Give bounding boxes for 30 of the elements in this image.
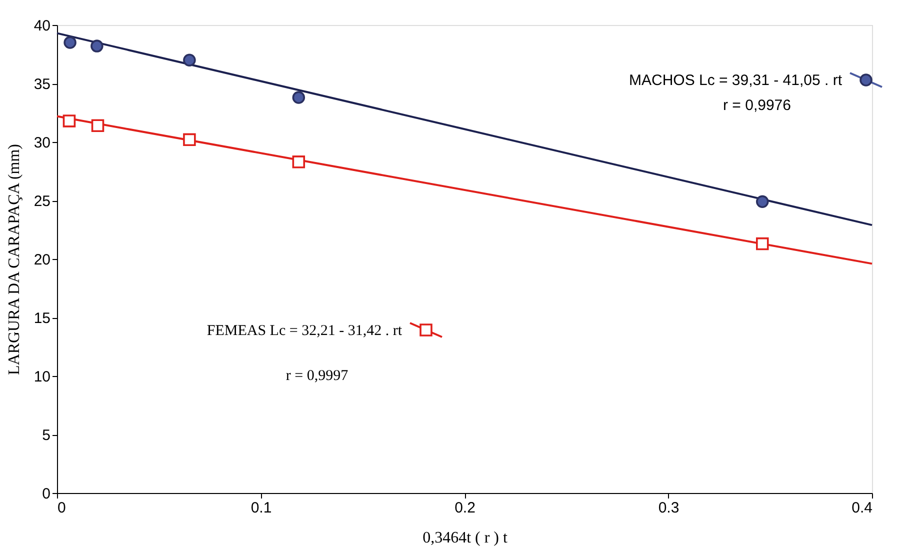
annotation: r = 0,9997 bbox=[286, 368, 349, 384]
y-tick-label: 15 bbox=[34, 310, 50, 327]
x-tick-label: 0.2 bbox=[454, 500, 476, 516]
legend-label: MACHOS Lc = 39,31 - 41,05 . rt bbox=[628, 72, 843, 89]
point bbox=[91, 119, 104, 132]
y-tick-label: 10 bbox=[34, 368, 50, 386]
y-axis-title: LARGURA DA CARAPAÇA (mm) bbox=[6, 144, 23, 376]
x-tick-label: 0.1 bbox=[250, 500, 272, 516]
point bbox=[756, 237, 769, 250]
y-tick-label: 40 bbox=[34, 18, 50, 34]
point bbox=[756, 195, 769, 208]
point bbox=[292, 156, 306, 168]
y-tick-label: 0 bbox=[42, 486, 50, 502]
x-tick-label: 0.4 bbox=[852, 500, 872, 516]
x-tick-label: 0.3 bbox=[658, 500, 680, 516]
point bbox=[183, 133, 196, 146]
y-tick-label: 25 bbox=[34, 193, 50, 210]
x-tick-label: 0 bbox=[58, 500, 66, 516]
point bbox=[64, 36, 76, 49]
y-tick-label: 20 bbox=[34, 252, 50, 268]
point bbox=[62, 114, 76, 128]
point bbox=[90, 40, 104, 52]
annotation: r = 0,9976 bbox=[723, 97, 791, 114]
y-tick-label: 30 bbox=[34, 134, 50, 152]
point bbox=[183, 54, 196, 66]
x-axis-title: 0,3464t ( r ) t bbox=[422, 530, 508, 546]
y-tick-label: 35 bbox=[34, 76, 50, 93]
legend-label: FEMEAS Lc = 32,21 - 31,42 . rt bbox=[206, 323, 403, 339]
point bbox=[292, 91, 306, 104]
y-tick-label: 5 bbox=[42, 427, 50, 444]
